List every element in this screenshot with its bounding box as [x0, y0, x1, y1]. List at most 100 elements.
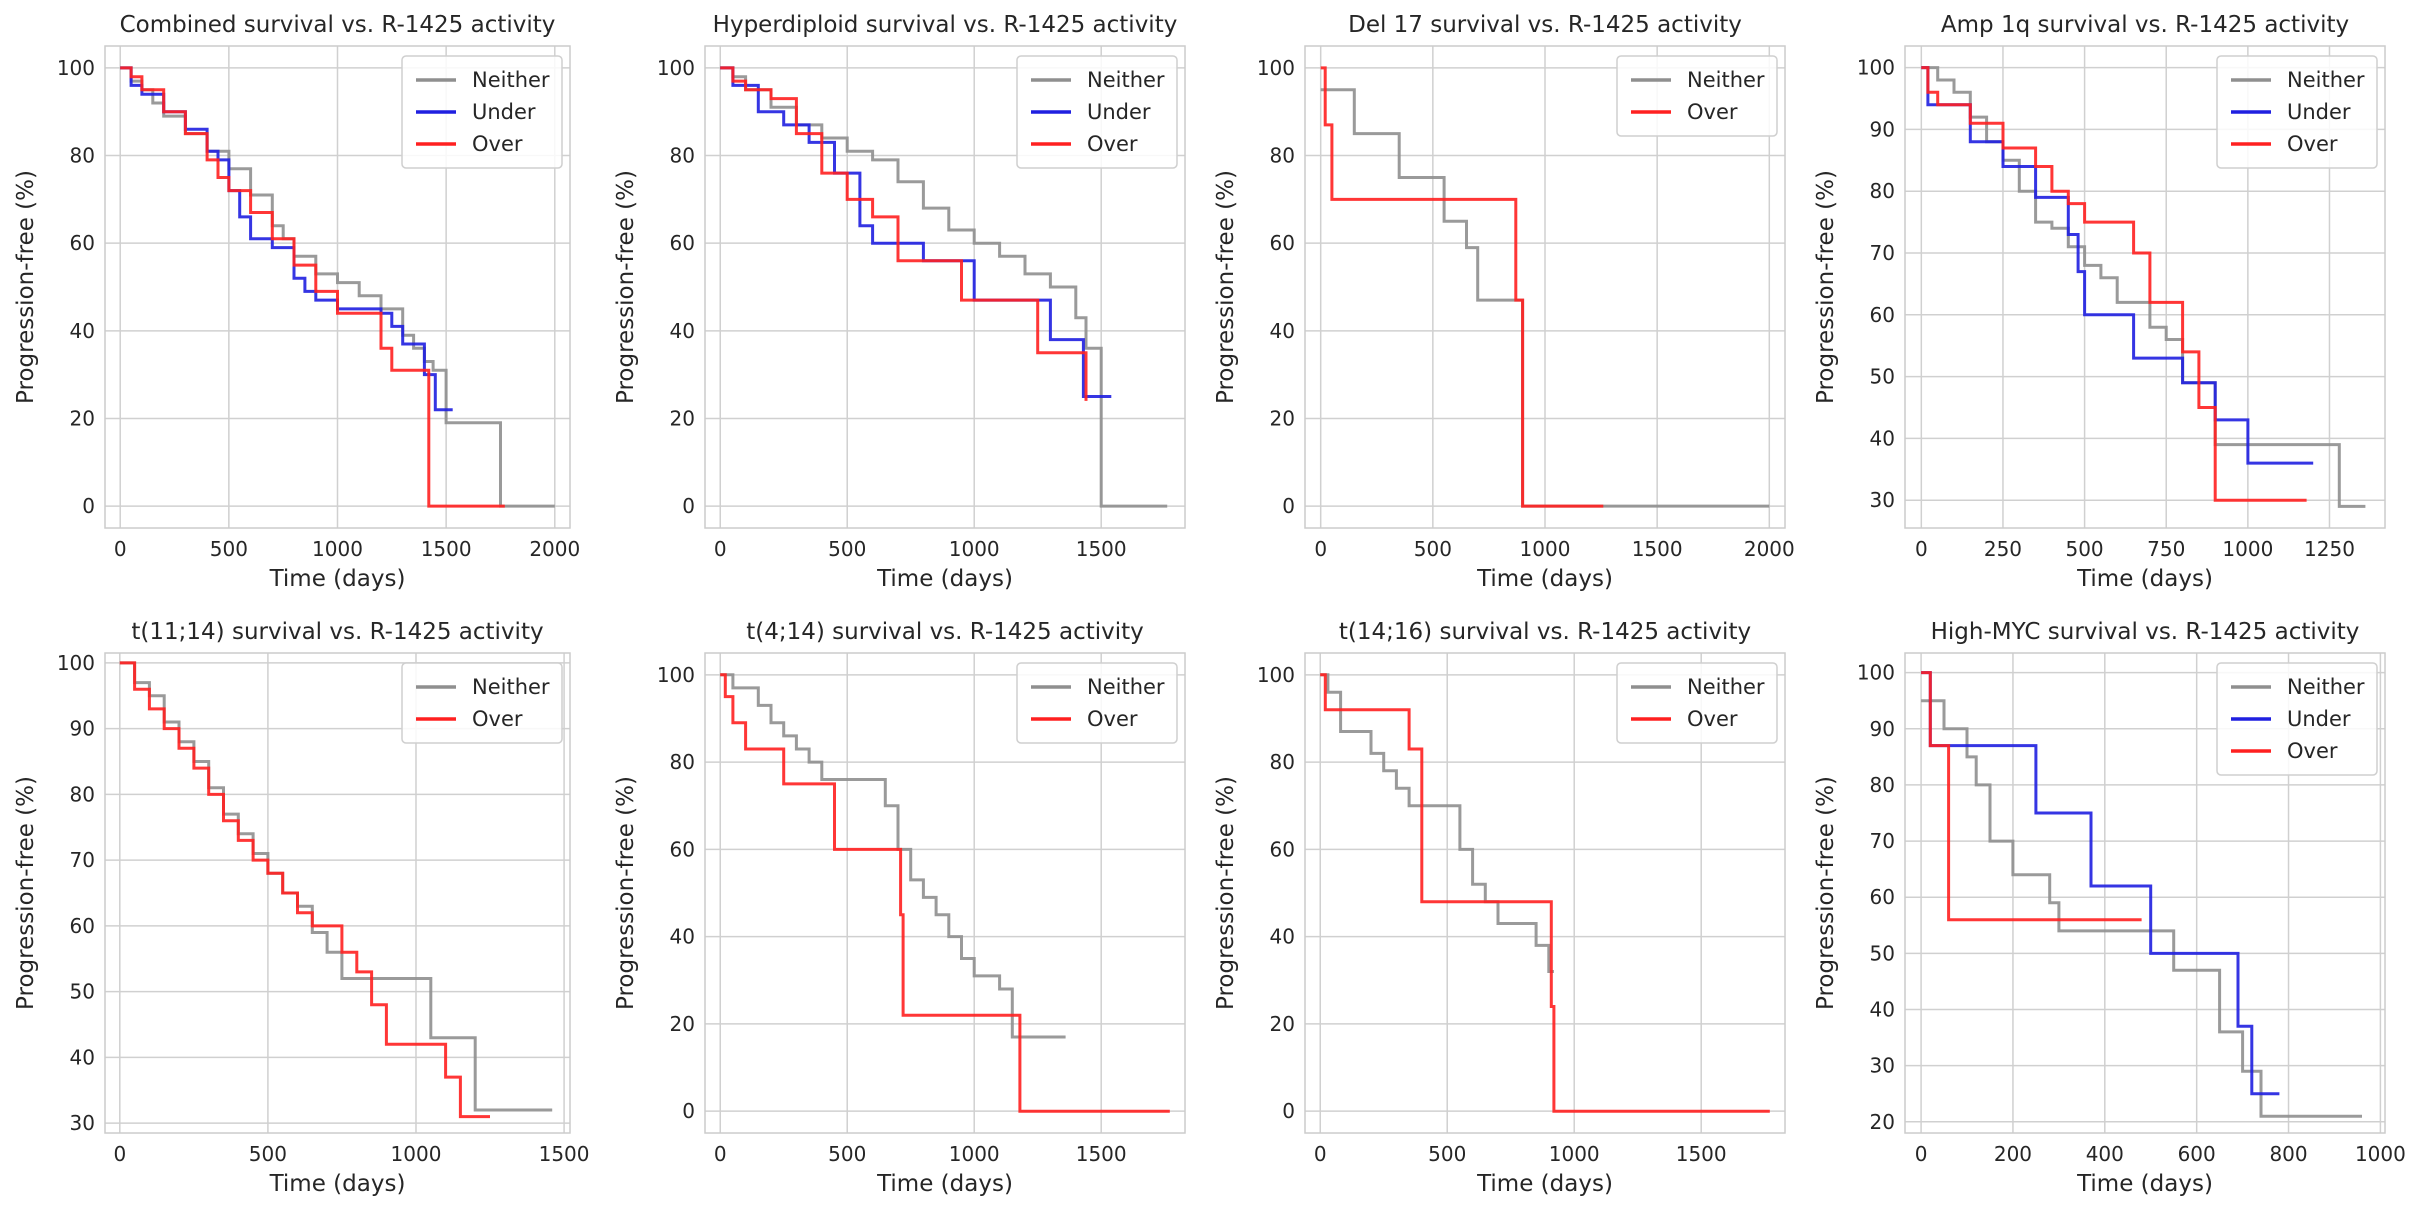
x-tick-label: 1000 [391, 1142, 442, 1166]
panel-6: 0 500 1000 1500 0 20 40 60 80 100 t(4;14) survival… [613, 619, 1186, 1197]
y-tick-label: 80 [1270, 750, 1295, 774]
y-tick-label: 40 [70, 1045, 95, 1069]
x-tick-label: 1500 [1676, 1142, 1727, 1166]
y-tick-label: 60 [670, 231, 695, 255]
y-tick-label: 90 [70, 717, 95, 741]
legend-label: Over [1087, 707, 1138, 731]
y-tick-label: 40 [1270, 925, 1295, 949]
y-tick-label: 70 [70, 848, 95, 872]
legend-label: Over [1087, 132, 1138, 156]
y-axis-label: Progression-free (%) [613, 776, 639, 1010]
legend: Neither Under Over [401, 55, 563, 169]
legend-label: Neither [472, 68, 550, 92]
y-tick-label: 100 [57, 651, 95, 675]
legend-label: Over [1687, 100, 1738, 124]
x-tick-label: 600 [2178, 1142, 2216, 1166]
y-tick-label: 60 [1270, 837, 1295, 861]
y-tick-label: 100 [1857, 661, 1895, 685]
y-tick-label: 60 [1270, 231, 1295, 255]
series-line-neither [720, 673, 1066, 1039]
chart-title: Amp 1q survival vs. R-1425 activity [1941, 12, 2349, 38]
panel-8: 0 200 400 600 800 1000 20 30 40 50 60 70 80 90 100 High… [1813, 619, 2406, 1197]
series-line-neither [1320, 673, 1554, 973]
legend-box [2216, 55, 2378, 169]
legend-box [401, 55, 563, 169]
y-tick-label: 60 [70, 914, 95, 938]
x-axis-label: Time (days) [2076, 1171, 2213, 1197]
legend-box [1616, 662, 1778, 744]
y-tick-label: 80 [70, 144, 95, 168]
y-tick-label: 40 [70, 319, 95, 343]
panel-7: 0 500 1000 1500 0 20 40 60 80 100 t(14;16) surviva… [1213, 619, 1786, 1197]
plot-frame [1904, 45, 2386, 529]
y-tick-label: 40 [670, 925, 695, 949]
x-tick-label: 250 [1984, 537, 2022, 561]
x-tick-label: 500 [1414, 537, 1452, 561]
x-tick-label: 1000 [2355, 1142, 2406, 1166]
legend-label: Under [1087, 100, 1151, 124]
y-tick-label: 70 [1870, 829, 1895, 853]
series-line-over [1320, 673, 1770, 1113]
plot-frame [1904, 652, 2386, 1134]
legend-label: Neither [1687, 68, 1765, 92]
y-tick-label: 40 [1270, 319, 1295, 343]
y-tick-label: 20 [670, 1012, 695, 1036]
legend-label: Under [472, 100, 536, 124]
y-tick-label: 0 [682, 1099, 695, 1123]
legend-label: Over [472, 132, 523, 156]
plot-frame [704, 45, 1186, 529]
legend-label: Neither [472, 675, 550, 699]
y-tick-label: 50 [1870, 941, 1895, 965]
legend-label: Neither [1687, 675, 1765, 699]
y-tick-label: 60 [1870, 885, 1895, 909]
x-tick-label: 1000 [2222, 537, 2273, 561]
legend-label: Neither [2287, 68, 2365, 92]
y-tick-label: 80 [670, 144, 695, 168]
y-tick-label: 60 [70, 231, 95, 255]
chart-title: Del 17 survival vs. R-1425 activity [1348, 12, 1742, 38]
x-tick-label: 0 [1915, 1142, 1928, 1166]
series-line-over [120, 66, 505, 508]
y-tick-label: 20 [1870, 1110, 1895, 1134]
legend-label: Over [472, 707, 523, 731]
x-tick-label: 500 [210, 537, 248, 561]
plot-frame [1304, 652, 1786, 1134]
y-tick-label: 0 [1282, 494, 1295, 518]
x-tick-label: 0 [714, 537, 727, 561]
y-axis-label: Progression-free (%) [1213, 776, 1239, 1010]
panel-5: 0 500 1000 1500 30 40 50 60 70 80 90 100 t(11;14) su… [13, 619, 590, 1197]
x-tick-label: 1000 [1549, 1142, 1600, 1166]
x-tick-label: 0 [1314, 1142, 1327, 1166]
y-tick-label: 100 [1257, 663, 1295, 687]
y-tick-label: 30 [70, 1111, 95, 1135]
panel-3: 0 500 1000 1500 2000 0 20 40 60 80 100 Del 17 survi… [1213, 12, 1795, 592]
x-tick-label: 200 [1994, 1142, 2032, 1166]
legend-label: Neither [1087, 675, 1165, 699]
series-line-under [1921, 671, 2280, 1096]
legend: Neither Over [1616, 55, 1778, 137]
x-tick-label: 0 [1915, 537, 1928, 561]
x-tick-label: 0 [113, 1142, 126, 1166]
x-tick-label: 0 [114, 537, 127, 561]
y-tick-label: 20 [1270, 1012, 1295, 1036]
x-tick-label: 750 [2147, 537, 2185, 561]
chart-title: High-MYC survival vs. R-1425 activity [1931, 619, 2360, 645]
x-tick-label: 1250 [2304, 537, 2355, 561]
series-line-neither [720, 66, 1168, 508]
y-tick-label: 90 [1870, 117, 1895, 141]
x-axis-label: Time (days) [876, 1171, 1013, 1197]
y-tick-label: 20 [670, 406, 695, 430]
x-tick-label: 500 [2065, 537, 2103, 561]
y-tick-label: 100 [1257, 56, 1295, 80]
y-tick-label: 0 [82, 494, 95, 518]
y-tick-label: 50 [70, 980, 95, 1004]
y-tick-label: 40 [1870, 997, 1895, 1021]
x-tick-label: 0 [714, 1142, 727, 1166]
x-tick-label: 1000 [312, 537, 363, 561]
y-tick-label: 80 [1870, 773, 1895, 797]
x-tick-label: 1500 [1632, 537, 1683, 561]
y-axis-label: Progression-free (%) [1213, 170, 1239, 404]
series-line-over [119, 661, 490, 1119]
x-tick-label: 500 [249, 1142, 287, 1166]
